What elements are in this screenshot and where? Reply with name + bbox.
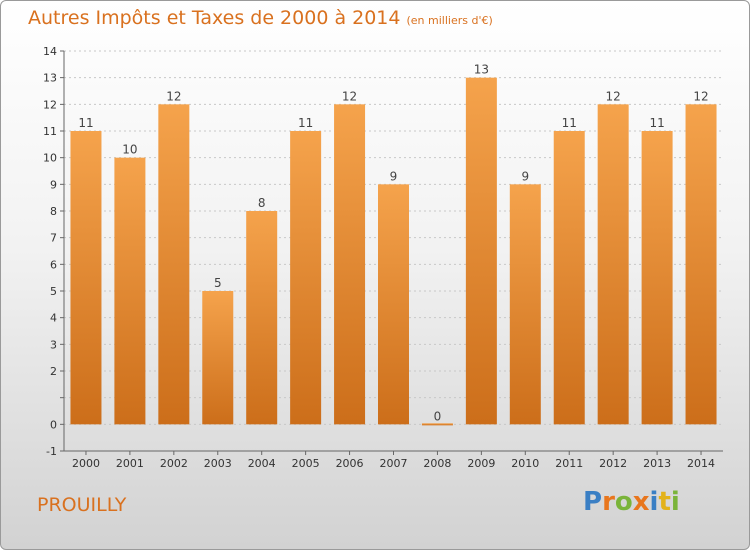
- bar-value-label: 11: [78, 116, 93, 130]
- y-tick-label: 14: [43, 45, 57, 58]
- bar-value-label: 12: [342, 89, 357, 103]
- x-tick-label: 2008: [423, 457, 451, 470]
- y-tick-label: 13: [43, 72, 57, 85]
- x-tick-label: 2013: [643, 457, 671, 470]
- y-tick-label: 3: [50, 338, 57, 351]
- bar: [509, 184, 541, 425]
- bar-value-label: 12: [606, 89, 621, 103]
- bar: [70, 131, 102, 425]
- bar-value-label: 9: [390, 169, 398, 183]
- x-tick-label: 2006: [336, 457, 364, 470]
- x-tick-label: 2007: [380, 457, 408, 470]
- logo-letter: o: [614, 487, 633, 517]
- y-tick-label: 12: [43, 98, 57, 111]
- bar: [246, 211, 278, 425]
- bar-value-label: 8: [258, 196, 266, 210]
- y-tick-label: 10: [43, 152, 57, 165]
- bar-value-label: 12: [166, 89, 181, 103]
- bar: [114, 157, 146, 425]
- y-tick-label: 6: [50, 258, 57, 271]
- logo-letter: i: [649, 487, 659, 517]
- bar: [465, 77, 497, 425]
- x-tick-label: 2001: [116, 457, 144, 470]
- logo-letter: x: [632, 487, 650, 517]
- bar-value-label: 11: [298, 116, 313, 130]
- x-tick-label: 2014: [687, 457, 715, 470]
- x-tick-label: 2003: [204, 457, 232, 470]
- y-tick-label: 9: [50, 178, 57, 191]
- chart-title: Autres Impôts et Taxes de 2000 à 2014 (en…: [28, 7, 493, 29]
- y-tick-label: 4: [50, 312, 57, 325]
- proxiti-logo: Proxiti: [583, 487, 680, 517]
- x-tick-label: 2012: [599, 457, 627, 470]
- y-tick-label: 5: [50, 285, 57, 298]
- y-tick-label: 7: [50, 232, 57, 245]
- bar-value-label: 5: [214, 276, 222, 290]
- bar: [685, 104, 717, 425]
- bar-value-label: 12: [693, 89, 708, 103]
- y-tick-label: 2: [50, 365, 57, 378]
- y-tick-label: -1: [46, 445, 57, 458]
- commune-name: PROUILLY: [37, 494, 127, 516]
- y-tick-label: 8: [50, 205, 57, 218]
- bar: [597, 104, 629, 425]
- bar: [553, 131, 585, 425]
- bar: [158, 104, 190, 425]
- bar: [378, 184, 409, 425]
- x-tick-label: 2009: [467, 457, 495, 470]
- x-tick-label: 2002: [160, 457, 188, 470]
- x-tick-label: 2000: [72, 457, 100, 470]
- bar: [641, 131, 673, 425]
- bar: [334, 104, 366, 425]
- x-tick-label: 2005: [292, 457, 320, 470]
- y-tick-label: 11: [43, 125, 57, 138]
- bar-value-label: 11: [562, 116, 577, 130]
- bar: [421, 423, 453, 426]
- bar-value-label: 13: [474, 63, 489, 77]
- logo-letter: t: [658, 487, 671, 517]
- x-tick-label: 2004: [248, 457, 276, 470]
- y-tick-label: 0: [50, 418, 57, 431]
- bar-value-label: 11: [649, 116, 664, 130]
- x-tick-label: 2011: [555, 457, 583, 470]
- chart-title-text: Autres Impôts et Taxes de 2000 à 2014: [28, 7, 401, 29]
- x-tick-label: 2010: [511, 457, 539, 470]
- bar: [290, 131, 322, 425]
- logo-letter: P: [583, 487, 603, 517]
- bar: [202, 291, 234, 425]
- bar-value-label: 0: [434, 409, 442, 423]
- logo-letter: i: [670, 487, 680, 517]
- unit-note: (en milliers d'€): [406, 14, 493, 27]
- bar-value-label: 9: [521, 169, 529, 183]
- bar-value-label: 10: [122, 143, 137, 157]
- logo-letter: r: [602, 487, 615, 517]
